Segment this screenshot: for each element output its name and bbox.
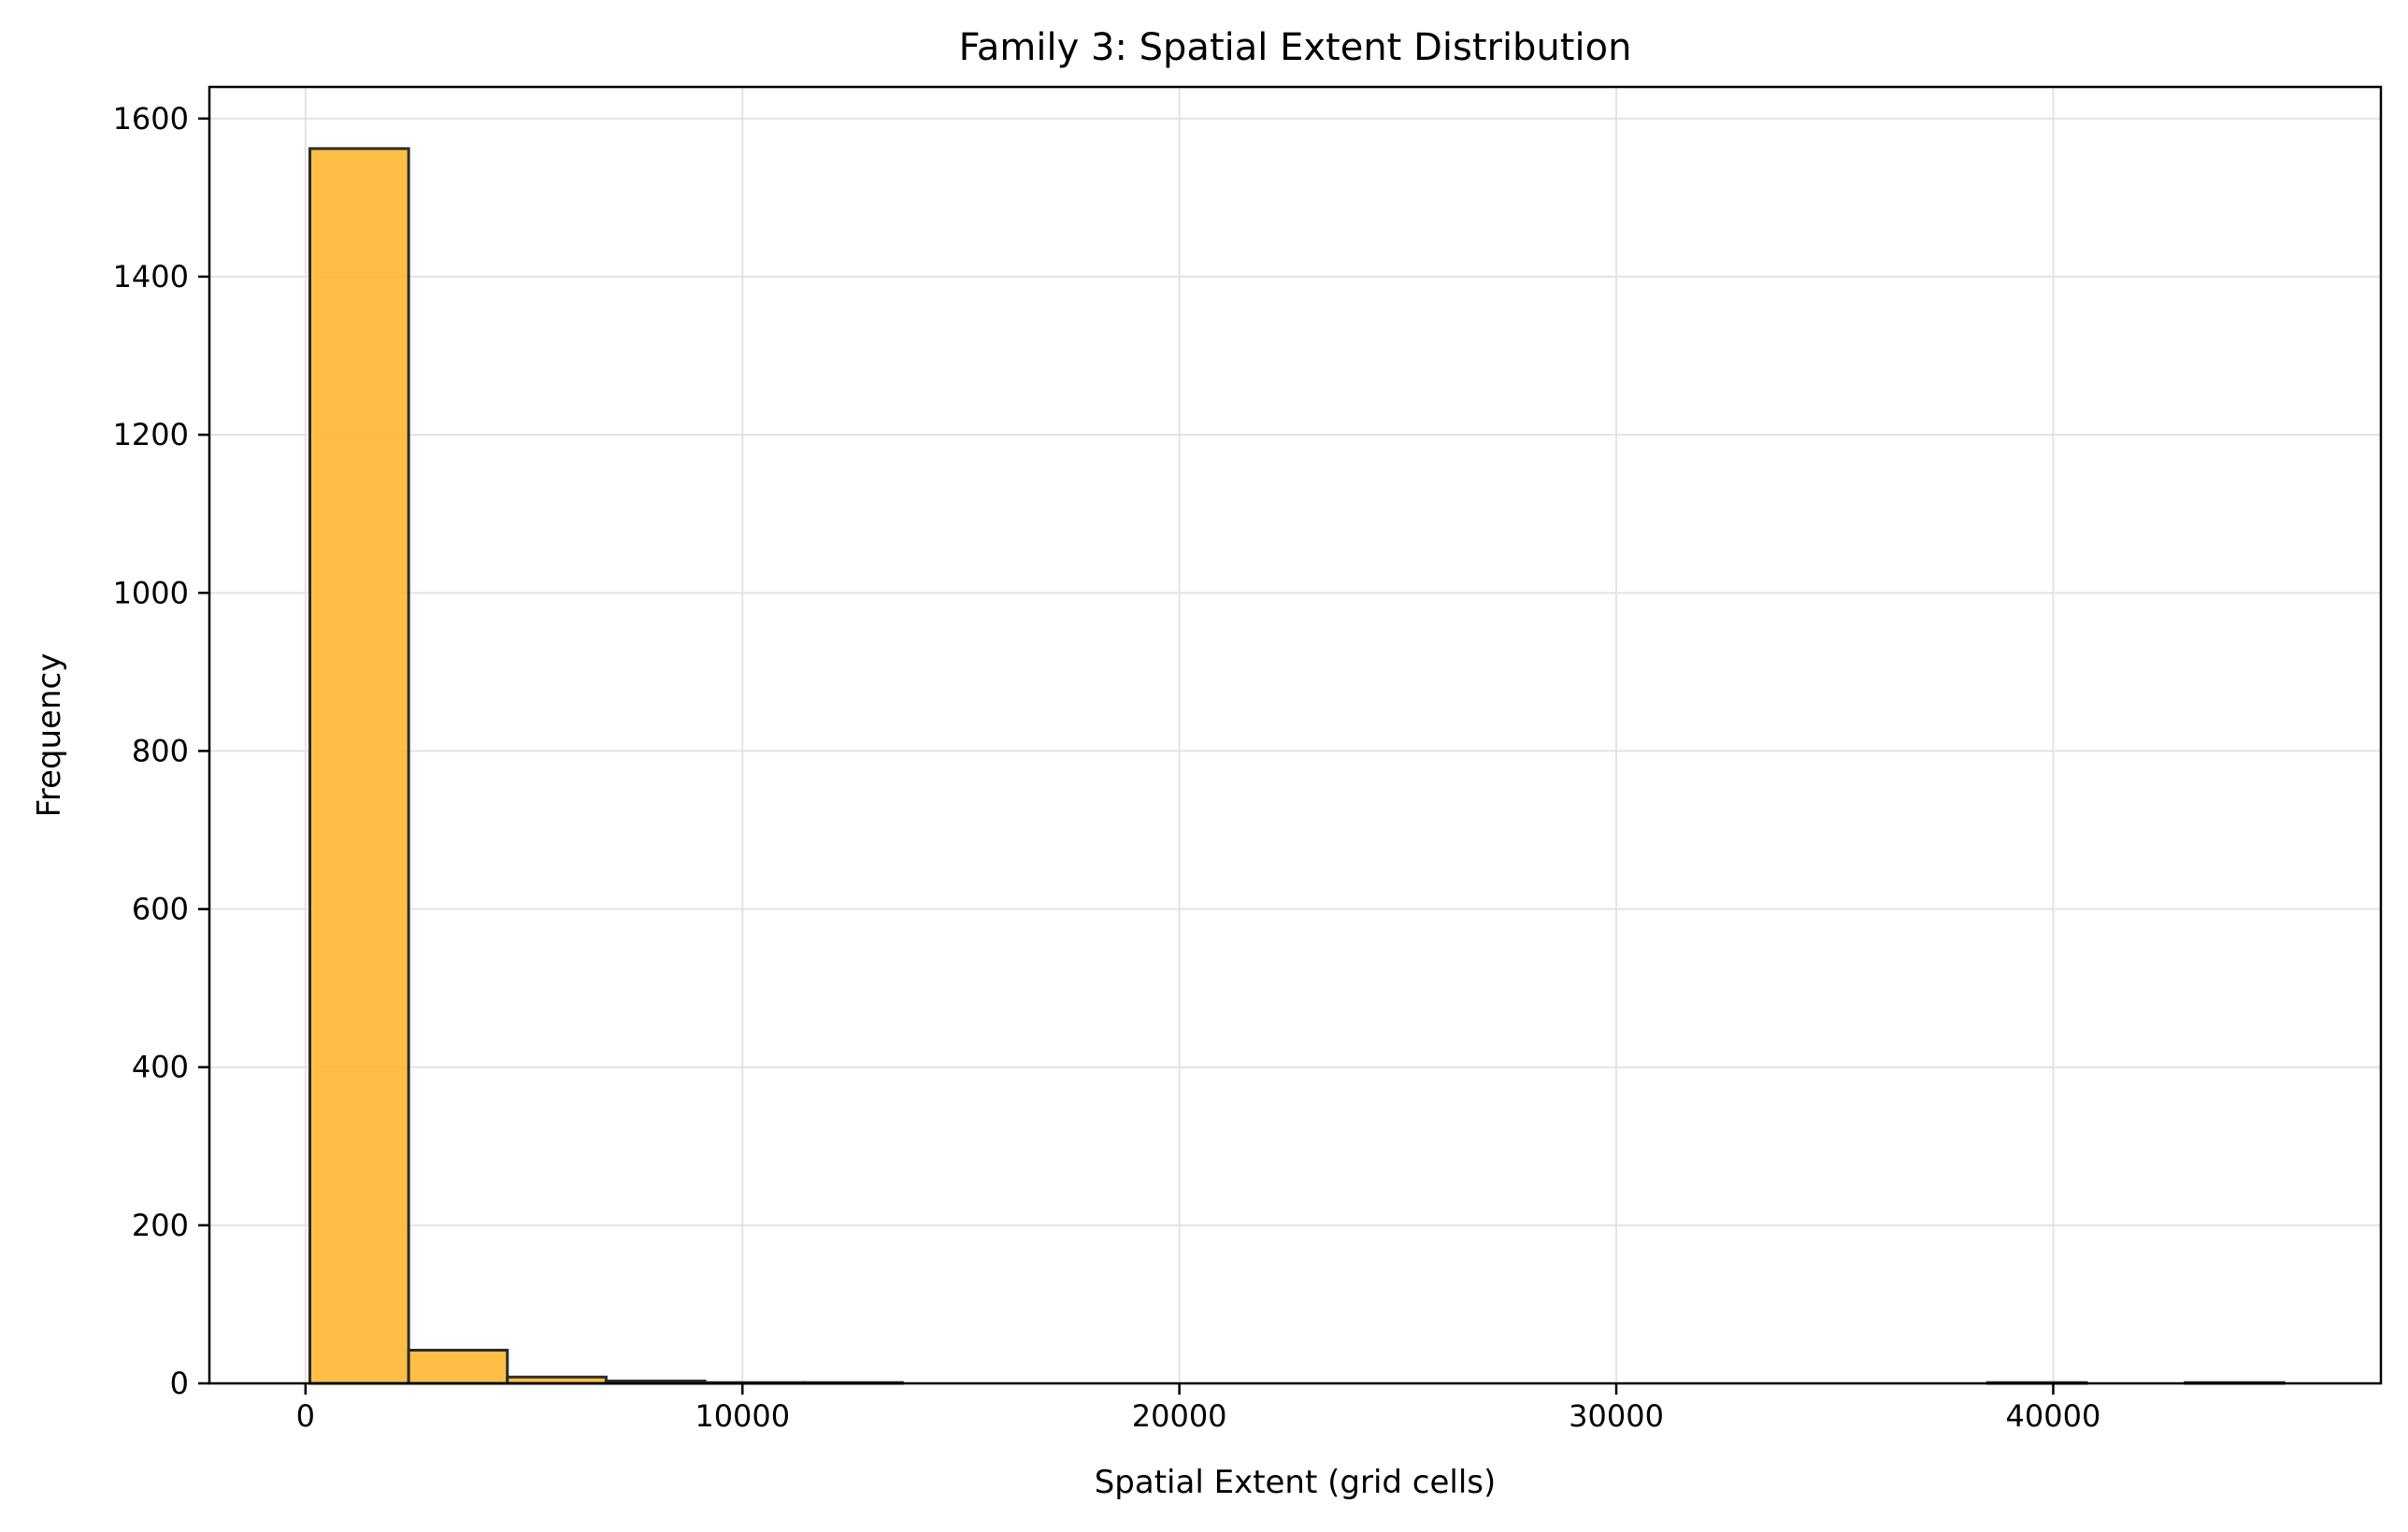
x-tick-label: 0 xyxy=(296,1398,315,1434)
y-axis-label: Frequency xyxy=(31,653,68,818)
grid-lines xyxy=(209,87,2381,1384)
y-tick-label: 600 xyxy=(132,892,189,927)
y-tick-label: 1200 xyxy=(113,417,189,452)
y-tick-label: 800 xyxy=(132,733,189,768)
y-tick-label: 1600 xyxy=(113,101,189,136)
histogram-bar xyxy=(407,1348,509,1385)
axis-ticks: 0 10000 20000 30000 40000 0 200 400 600 800 1000 12… xyxy=(113,101,2101,1434)
y-tick-label: 200 xyxy=(132,1208,189,1243)
chart-title: Family 3: Spatial Extent Distribution xyxy=(959,26,1632,69)
x-tick-label: 30000 xyxy=(1569,1398,1664,1434)
y-tick-label: 1400 xyxy=(113,259,189,294)
y-tick-label: 0 xyxy=(170,1366,189,1401)
histogram-bars xyxy=(308,147,2286,1385)
histogram-bar xyxy=(308,147,410,1385)
y-tick-label: 400 xyxy=(132,1050,189,1085)
x-tick-label: 40000 xyxy=(2006,1398,2101,1434)
plot-area-frame xyxy=(208,85,2383,1385)
x-tick-label: 20000 xyxy=(1132,1398,1227,1434)
x-axis-label: Spatial Extent (grid cells) xyxy=(1095,1464,1497,1501)
x-tick-label: 10000 xyxy=(695,1398,790,1434)
y-tick-label: 1000 xyxy=(113,575,189,610)
